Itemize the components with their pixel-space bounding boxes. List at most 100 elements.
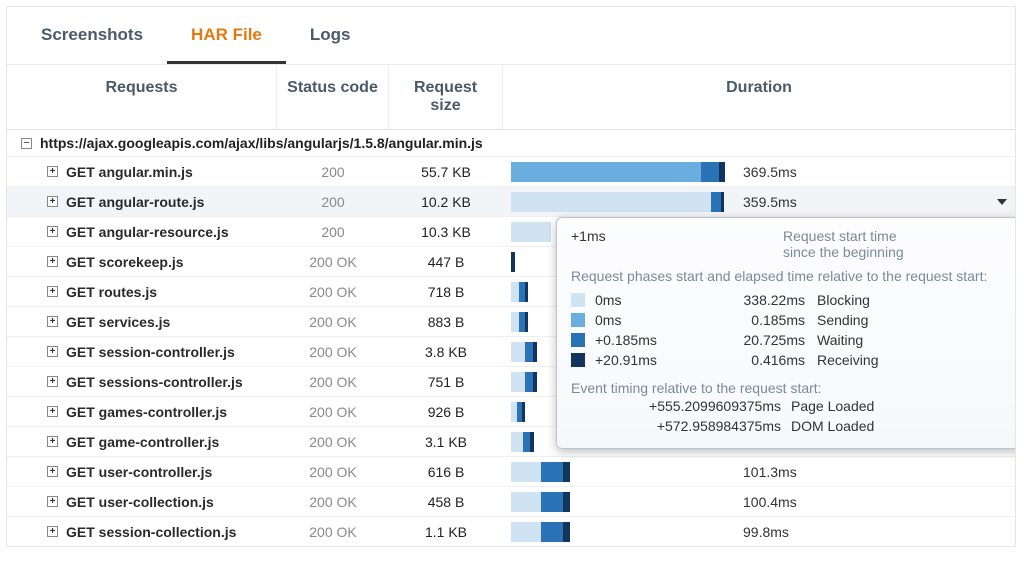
bar-segment-waiting bbox=[525, 372, 533, 392]
expand-icon[interactable]: + bbox=[47, 496, 58, 507]
bar-segment-blocking bbox=[511, 342, 525, 362]
status-code: 200 OK bbox=[277, 374, 389, 390]
timing-bar[interactable] bbox=[511, 492, 731, 512]
timing-bar[interactable] bbox=[511, 162, 731, 182]
request-name: GET routes.js bbox=[66, 284, 157, 300]
request-size: 926 B bbox=[389, 404, 503, 420]
header-requests[interactable]: Requests bbox=[7, 65, 277, 129]
status-code: 200 OK bbox=[277, 464, 389, 480]
request-name: GET sessions-controller.js bbox=[66, 374, 243, 390]
tooltip-phase-row: +20.91ms 0.416ms Receiving bbox=[571, 350, 1013, 370]
request-size: 883 B bbox=[389, 314, 503, 330]
tooltip-start-offset: +1ms bbox=[571, 228, 606, 260]
header-duration[interactable]: Duration bbox=[503, 65, 1015, 129]
bar-segment-blocking bbox=[511, 312, 519, 332]
expand-icon[interactable]: + bbox=[47, 376, 58, 387]
phase-label: Blocking bbox=[817, 290, 907, 310]
bar-segment-receiving bbox=[563, 492, 570, 512]
request-row[interactable]: +GET user-collection.js200 OK458 B100.4m… bbox=[7, 486, 1015, 516]
collapse-icon[interactable]: − bbox=[21, 138, 32, 149]
request-name: GET games-controller.js bbox=[66, 404, 227, 420]
request-name: GET session-controller.js bbox=[66, 344, 235, 360]
phase-label: Waiting bbox=[817, 330, 907, 350]
column-headers: Requests Status code Request size Durati… bbox=[7, 65, 1015, 130]
request-name: GET user-controller.js bbox=[66, 464, 212, 480]
tooltip-phase-row: 0ms338.22msBlocking bbox=[571, 290, 1013, 310]
bar-segment-waiting bbox=[541, 522, 563, 542]
phase-swatch-blocking bbox=[571, 293, 585, 307]
request-size: 447 B bbox=[389, 254, 503, 270]
request-name: GET user-collection.js bbox=[66, 494, 214, 510]
har-panel: ScreenshotsHAR FileLogs Requests Status … bbox=[6, 6, 1016, 547]
status-code: 200 OK bbox=[277, 254, 389, 270]
duration-cell: 101.3ms bbox=[503, 462, 1015, 482]
timing-bar[interactable] bbox=[511, 522, 731, 542]
bar-segment-waiting bbox=[701, 162, 719, 182]
phase-elapsed: 0.416ms bbox=[711, 350, 811, 370]
expand-icon[interactable]: + bbox=[47, 256, 58, 267]
group-url: https://ajax.googleapis.com/ajax/libs/an… bbox=[40, 135, 483, 151]
expand-icon[interactable]: + bbox=[47, 436, 58, 447]
event-label: Page Loaded bbox=[791, 396, 911, 416]
header-status[interactable]: Status code bbox=[277, 65, 389, 129]
request-size: 10.3 KB bbox=[389, 224, 503, 240]
request-size: 3.8 KB bbox=[389, 344, 503, 360]
header-size[interactable]: Request size bbox=[389, 65, 503, 129]
tooltip-phase-row: 0ms0.185msSending bbox=[571, 310, 1013, 330]
bar-segment-blocking bbox=[511, 432, 523, 452]
request-name: GET angular-route.js bbox=[66, 194, 204, 210]
request-size: 10.2 KB bbox=[389, 194, 503, 210]
tooltip-phase-row: +0.185ms20.725msWaiting bbox=[571, 330, 1013, 350]
request-row[interactable]: +GET angular.min.js20055.7 KB369.5ms bbox=[7, 156, 1015, 186]
expand-icon[interactable]: + bbox=[47, 166, 58, 177]
bar-segment-receiving bbox=[511, 252, 515, 272]
bar-segment-waiting bbox=[523, 432, 530, 452]
request-size: 1.1 KB bbox=[389, 524, 503, 540]
phase-start: +20.91ms bbox=[595, 350, 705, 370]
duration-cell: 100.4ms bbox=[503, 492, 1015, 512]
request-group-row[interactable]: − https://ajax.googleapis.com/ajax/libs/… bbox=[7, 130, 1015, 156]
request-row[interactable]: + GET angular-route.js 20010.2 KB 359.5ms bbox=[7, 186, 1015, 216]
bar-segment-blocking bbox=[511, 222, 551, 242]
request-row[interactable]: +GET session-collection.js200 OK1.1 KB99… bbox=[7, 516, 1015, 546]
timing-bar[interactable] bbox=[511, 192, 731, 212]
bar-segment-blocking bbox=[511, 372, 525, 392]
status-code: 200 OK bbox=[277, 284, 389, 300]
expand-icon[interactable]: + bbox=[47, 226, 58, 237]
expand-icon[interactable]: + bbox=[47, 316, 58, 327]
status-code: 200 bbox=[277, 194, 389, 210]
request-row[interactable]: + GET user-controller.js 200 OK616 B101.3m… bbox=[7, 456, 1015, 486]
expand-icon[interactable]: + bbox=[47, 196, 58, 207]
bar-segment-receiving bbox=[533, 342, 537, 362]
bar-segment-receiving bbox=[563, 522, 570, 542]
request-name: GET services.js bbox=[66, 314, 170, 330]
bar-segment-waiting bbox=[711, 192, 721, 212]
expand-icon[interactable]: + bbox=[47, 526, 58, 537]
duration-label: 359.5ms bbox=[743, 194, 797, 210]
phase-label: Receiving bbox=[817, 350, 907, 370]
tab-logs[interactable]: Logs bbox=[286, 7, 375, 64]
tab-har-file[interactable]: HAR File bbox=[167, 7, 286, 64]
expand-icon[interactable]: + bbox=[47, 406, 58, 417]
bar-segment-receiving bbox=[530, 432, 534, 452]
request-name: GET angular-resource.js bbox=[66, 224, 229, 240]
request-name: GET game-controller.js bbox=[66, 434, 219, 450]
bar-segment-waiting bbox=[541, 462, 563, 482]
tab-screenshots[interactable]: Screenshots bbox=[17, 7, 167, 64]
event-time: +555.2099609375ms bbox=[571, 396, 791, 416]
duration-label: 100.4ms bbox=[743, 494, 797, 510]
phase-swatch-sending bbox=[571, 313, 585, 327]
tooltip-event-row: +555.2099609375msPage Loaded bbox=[571, 396, 1013, 416]
bar-segment-blocking bbox=[511, 522, 541, 542]
expand-icon[interactable]: + bbox=[47, 466, 58, 477]
request-size: 616 B bbox=[389, 464, 503, 480]
timing-tooltip: +1ms Request start time since the beginn… bbox=[556, 217, 1016, 449]
tooltip-events-heading: Event timing relative to the request sta… bbox=[571, 380, 1013, 396]
expand-icon[interactable]: + bbox=[47, 346, 58, 357]
duration-label: 369.5ms bbox=[743, 164, 797, 180]
phase-label: Sending bbox=[817, 310, 907, 330]
phase-start: 0ms bbox=[595, 290, 705, 310]
expand-icon[interactable]: + bbox=[47, 286, 58, 297]
timing-bar[interactable] bbox=[511, 462, 731, 482]
request-size: 458 B bbox=[389, 494, 503, 510]
